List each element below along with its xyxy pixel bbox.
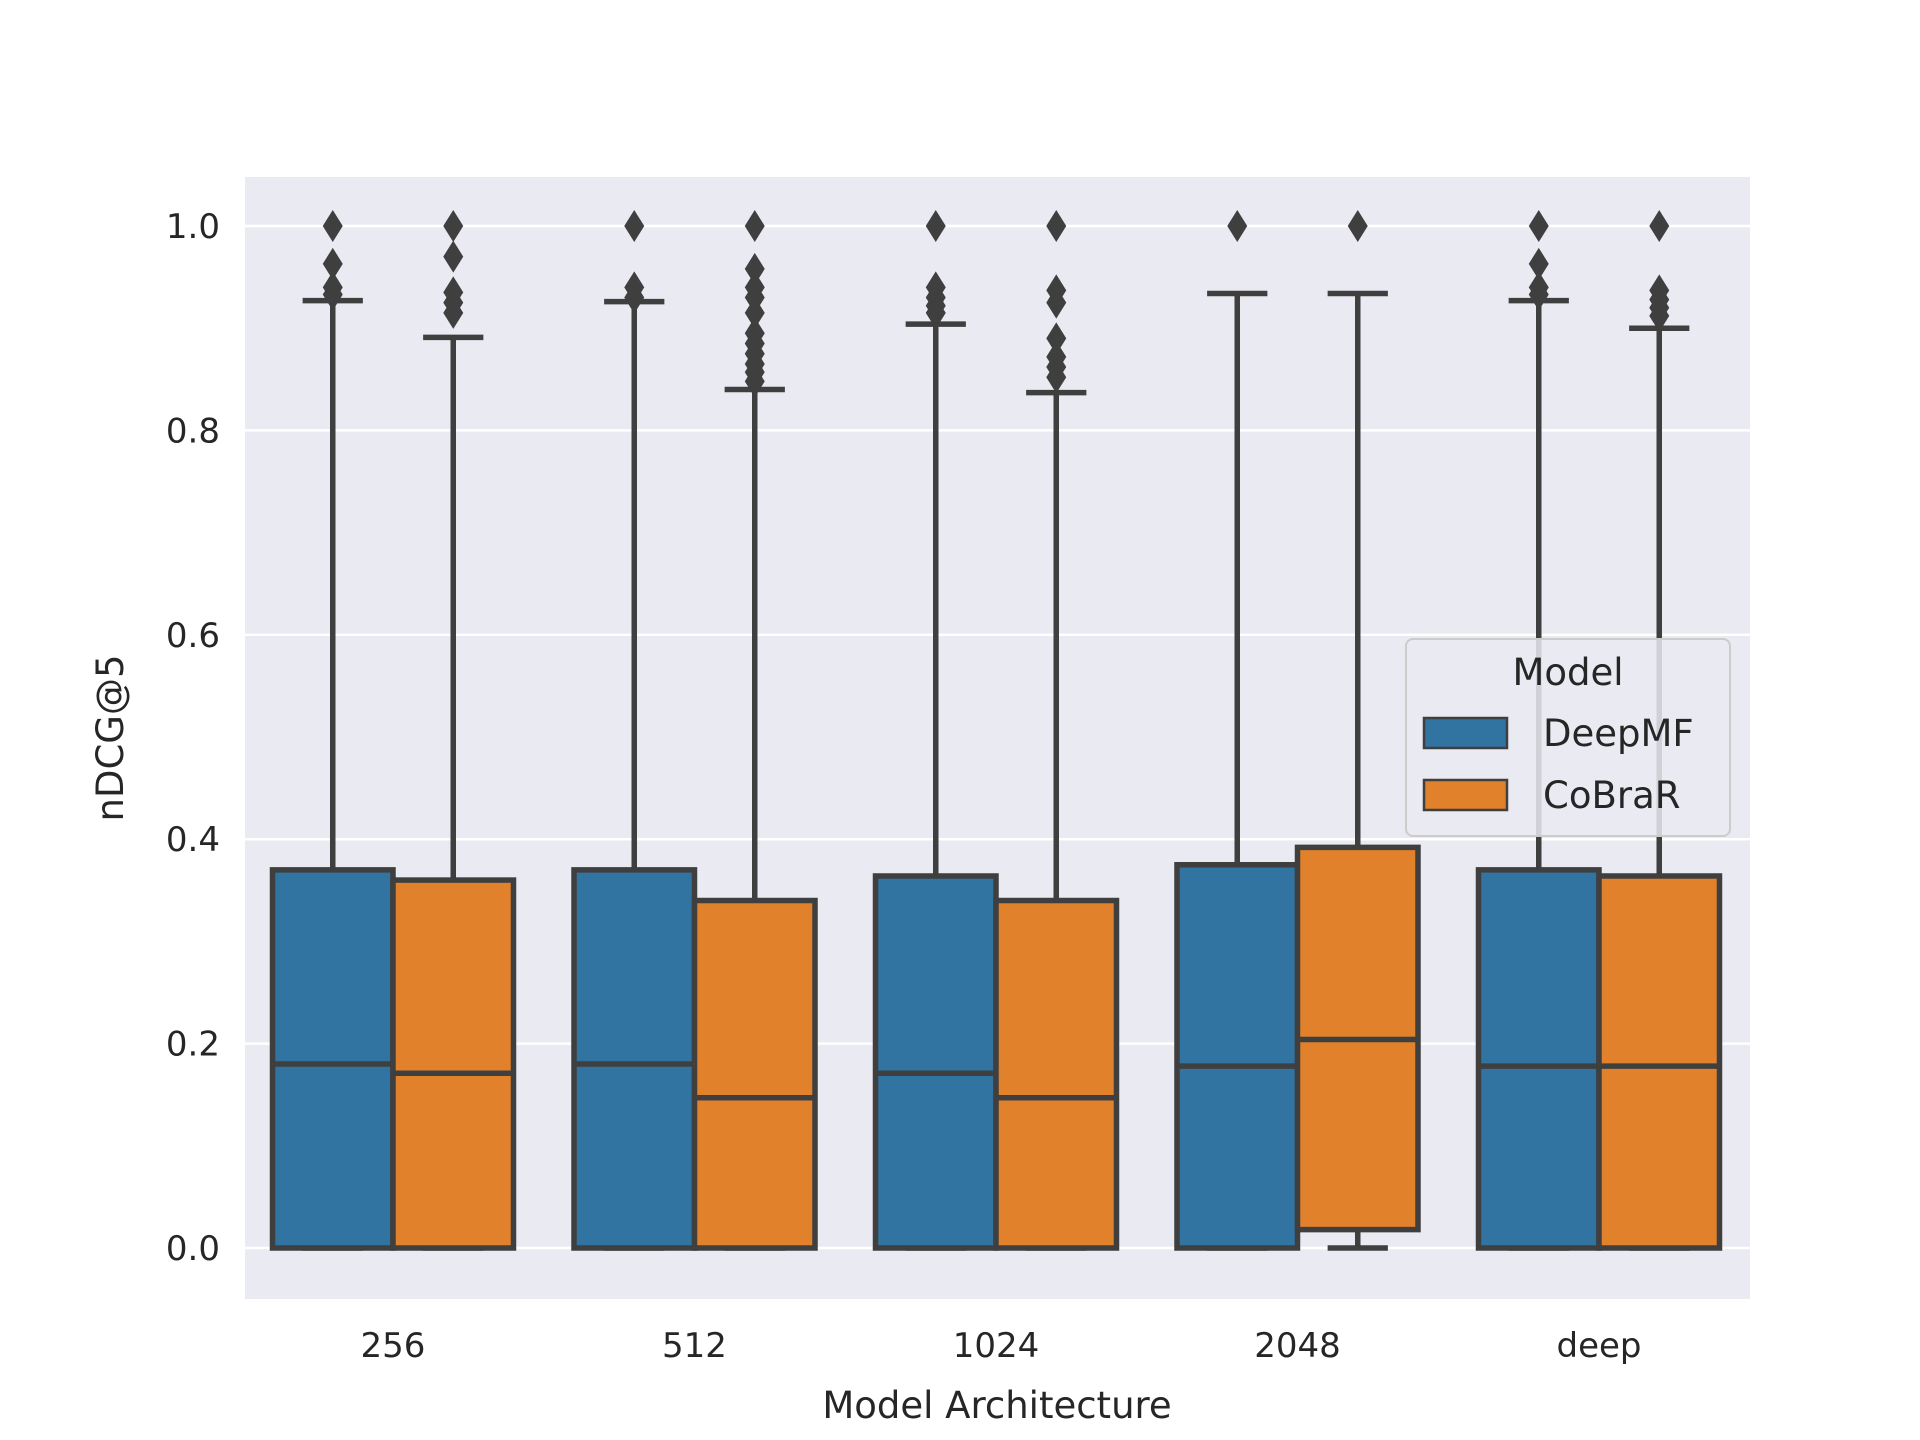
y-tick-label: 1.0 <box>166 207 220 247</box>
outlier-marker <box>624 210 645 242</box>
outlier-marker <box>1649 274 1670 307</box>
outlier-marker <box>322 247 343 280</box>
legend: Model DeepMF CoBraR <box>1405 638 1731 837</box>
outlier-marker <box>925 210 946 242</box>
legend-swatch-deepmf <box>1422 716 1509 750</box>
box-body <box>993 897 1120 1251</box>
box-cobrar-deep <box>1596 210 1723 1251</box>
outlier-marker <box>744 210 765 242</box>
box-body <box>1174 862 1301 1251</box>
outlier-marker <box>1528 210 1549 242</box>
y-tick-label: 0.2 <box>166 1025 220 1065</box>
box-cobrar-2048 <box>1294 210 1421 1251</box>
outlier-marker <box>1227 210 1248 242</box>
x-tick-label: 512 <box>662 1326 727 1366</box>
box-cobrar-256 <box>390 210 517 1251</box>
legend-title: Model <box>1512 651 1623 694</box>
x-axis-title: Model Architecture <box>822 1384 1171 1427</box>
box-deepmf-deep <box>1475 210 1602 1251</box>
box-body <box>269 867 396 1251</box>
x-tick-label: 256 <box>361 1326 426 1366</box>
boxes <box>269 210 1723 1251</box>
box-cobrar-512 <box>691 210 818 1251</box>
box-body <box>1596 873 1723 1251</box>
outlier-marker <box>443 240 464 273</box>
box-deepmf-2048 <box>1174 210 1301 1251</box>
outlier-marker <box>744 271 765 304</box>
box-body <box>691 897 818 1251</box>
y-tick-label: 0.4 <box>166 820 220 860</box>
box-deepmf-512 <box>571 210 698 1251</box>
outlier-marker <box>443 210 464 242</box>
outlier-marker <box>925 271 946 304</box>
box-body <box>390 877 517 1251</box>
x-tick-label: 2048 <box>1254 1326 1341 1366</box>
y-tick-labels: 0.0 0.2 0.4 0.6 0.8 1.0 <box>166 207 220 1269</box>
outlier-marker <box>1046 340 1067 373</box>
box-deepmf-256 <box>269 210 396 1251</box>
x-tick-label: 1024 <box>953 1326 1040 1366</box>
outlier-marker <box>1046 274 1067 307</box>
outlier-marker <box>322 210 343 242</box>
legend-swatch-cobrar <box>1422 778 1509 812</box>
outlier-marker <box>1528 247 1549 280</box>
outlier-marker <box>322 271 343 304</box>
outlier-marker <box>624 271 645 304</box>
box-body <box>872 873 999 1251</box>
outlier-marker <box>1347 210 1368 242</box>
x-tick-labels: 256 512 1024 2048 deep <box>361 1326 1642 1366</box>
outlier-marker <box>1528 271 1549 304</box>
y-tick-label: 0.0 <box>166 1229 220 1269</box>
y-tick-label: 0.8 <box>166 411 220 451</box>
box-body <box>1475 867 1602 1251</box>
x-tick-label: deep <box>1557 1326 1642 1366</box>
outlier-marker <box>1649 210 1670 242</box>
outlier-marker <box>443 276 464 309</box>
legend-label-deepmf: DeepMF <box>1543 712 1694 755</box>
box-cobrar-1024 <box>993 210 1120 1251</box>
outlier-marker <box>744 252 765 285</box>
box-body <box>571 867 698 1251</box>
outlier-marker <box>744 317 765 350</box>
outlier-marker <box>1046 322 1067 355</box>
outlier-marker <box>1046 210 1067 242</box>
legend-label-cobrar: CoBraR <box>1543 774 1680 817</box>
y-tick-label: 0.6 <box>166 616 220 656</box>
y-axis-title: nDCG@5 <box>89 655 132 822</box>
